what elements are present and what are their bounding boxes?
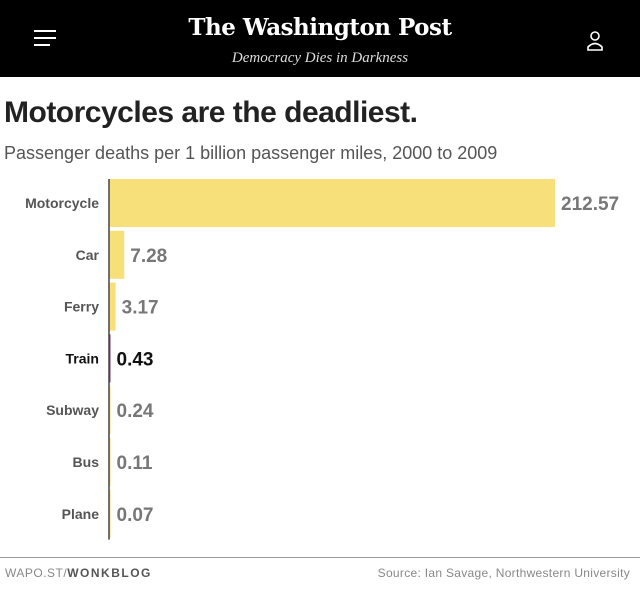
top-navigation-bar: The Washington Post Democracy Dies in Da… bbox=[0, 0, 640, 77]
bar-chart: Motorcycle 212.57 Car 7.28 Ferry 3.17 Train 0.4… bbox=[25, 179, 619, 540]
footer-divider bbox=[0, 557, 640, 558]
bar bbox=[109, 179, 555, 227]
category-label: Plane bbox=[62, 506, 100, 522]
hamburger-menu-icon[interactable] bbox=[34, 30, 56, 48]
category-label: Motorcycle bbox=[25, 195, 99, 211]
bar bbox=[109, 282, 116, 331]
value-label: 0.11 bbox=[117, 453, 153, 474]
value-label: 3.17 bbox=[122, 298, 159, 319]
value-label: 212.57 bbox=[561, 194, 619, 215]
footer-link[interactable]: WAPO.ST/WONKBLOG bbox=[5, 566, 152, 580]
value-label: 0.43 bbox=[117, 349, 154, 370]
category-label: Car bbox=[76, 247, 100, 263]
logo[interactable]: The Washington Post bbox=[188, 14, 452, 41]
user-account-icon[interactable] bbox=[586, 31, 604, 51]
category-label: Train bbox=[66, 350, 99, 366]
value-label: 7.28 bbox=[130, 246, 167, 267]
bar bbox=[109, 230, 125, 279]
tagline: Democracy Dies in Darkness bbox=[231, 50, 409, 66]
chart-subtitle: Passenger deaths per 1 billion passenger… bbox=[4, 143, 498, 163]
value-label: 0.07 bbox=[117, 505, 154, 526]
category-label: Ferry bbox=[64, 299, 99, 315]
source-credit: Source: Ian Savage, Northwestern Univers… bbox=[377, 566, 630, 580]
category-label: Subway bbox=[46, 402, 99, 418]
category-label: Bus bbox=[73, 454, 100, 470]
value-label: 0.24 bbox=[117, 401, 154, 422]
chart-title: Motorcycles are the deadliest. bbox=[4, 96, 418, 129]
